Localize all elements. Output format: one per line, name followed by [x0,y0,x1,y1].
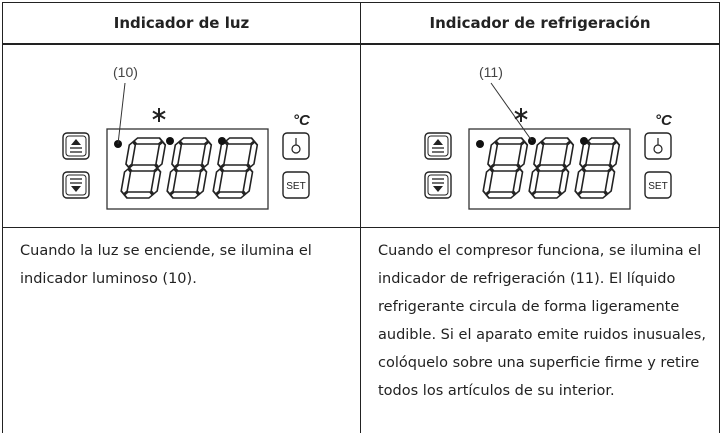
border [2,2,720,3]
segment [577,191,608,199]
segment [490,164,521,172]
segment [528,167,540,196]
segment [128,164,159,172]
set-label: SET [648,181,667,192]
header-cell: Indicador de refrigeración [429,13,651,32]
segment [123,191,154,199]
button-icon [424,171,452,199]
light-button [644,132,672,160]
segment [536,164,567,172]
digit [212,137,259,199]
diagram-cell: (10) °C SET [3,45,360,227]
border [2,227,720,228]
button-arrow [71,139,81,145]
segment [586,137,618,145]
set-button [282,171,310,199]
segment [132,137,164,145]
segment [166,167,178,196]
set-button [644,171,672,199]
segment [604,167,616,196]
segment [540,137,572,145]
snowflake-icon [152,110,166,120]
segment [579,140,591,169]
border [719,2,720,433]
segment [212,167,224,196]
diagram-cell: (11) °C SET [361,45,719,227]
segment [196,167,208,196]
button-icon [62,171,90,199]
digit [482,137,529,199]
button-arrow [433,186,443,192]
segment [150,167,162,196]
segment [517,140,529,169]
button-icon [427,174,449,196]
segment [558,167,570,196]
set-label: SET [286,181,305,192]
segment [120,167,132,196]
segment [169,191,200,199]
display-diagram: (10) °C SET [62,64,311,210]
body-text: Cuando la luz se enciende, se ilumina el… [20,243,312,287]
header-cell: Indicador de luz [113,13,250,32]
segment [582,164,613,172]
segment [155,140,167,169]
segment [217,140,229,169]
button-arrow [433,139,443,145]
callout-line [117,82,126,145]
border [2,43,720,45]
button-icon [65,135,87,157]
segment [485,191,516,199]
segment [201,140,213,169]
digit [528,137,575,199]
segment [563,140,575,169]
digit [120,137,167,199]
button-icon [427,135,449,157]
indicator-dot [166,137,174,145]
button-arrow [71,186,81,192]
button-icon [65,174,87,196]
body-text: Cuando el compresor funciona, se ilumina… [378,243,706,399]
digit [574,137,621,199]
light-button [282,132,310,160]
segment [487,140,499,169]
segment [574,167,586,196]
border [360,2,361,433]
segment [178,137,210,145]
button-icon [424,132,452,160]
segment [171,140,183,169]
indicator-dot [218,137,226,145]
segment [224,137,256,145]
unit-label: °C [655,112,673,129]
segment [609,140,621,169]
segment [125,140,137,169]
segment [494,137,526,145]
digit [166,137,213,199]
indicator-dot [580,137,588,145]
callout-label: (11) [479,64,503,80]
segment [533,140,545,169]
segment [531,191,562,199]
segment [242,167,254,196]
snowflake-icon [514,110,528,120]
indicator-dot [476,140,484,148]
segment [215,191,246,199]
unit-label: °C [293,112,311,129]
button-icon [62,132,90,160]
segment [482,167,494,196]
segment [220,164,251,172]
callout-label: (10) [113,64,138,80]
callout-line [490,82,533,142]
segment [247,140,259,169]
segment [174,164,205,172]
display-diagram: (11) °C SET [424,64,673,210]
border [2,2,3,433]
segment [512,167,524,196]
